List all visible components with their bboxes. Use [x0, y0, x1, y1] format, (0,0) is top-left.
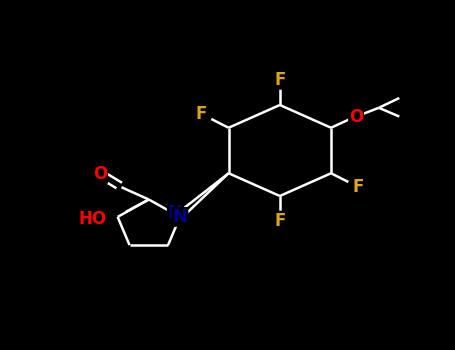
Text: HO: HO [78, 210, 106, 228]
Text: N: N [172, 208, 187, 226]
Text: O: O [349, 107, 363, 126]
Text: F: F [274, 211, 286, 230]
Text: O: O [93, 165, 107, 183]
Text: F: F [274, 71, 286, 89]
Text: N: N [168, 204, 182, 223]
Text: F: F [353, 177, 364, 196]
Text: F: F [196, 105, 207, 124]
